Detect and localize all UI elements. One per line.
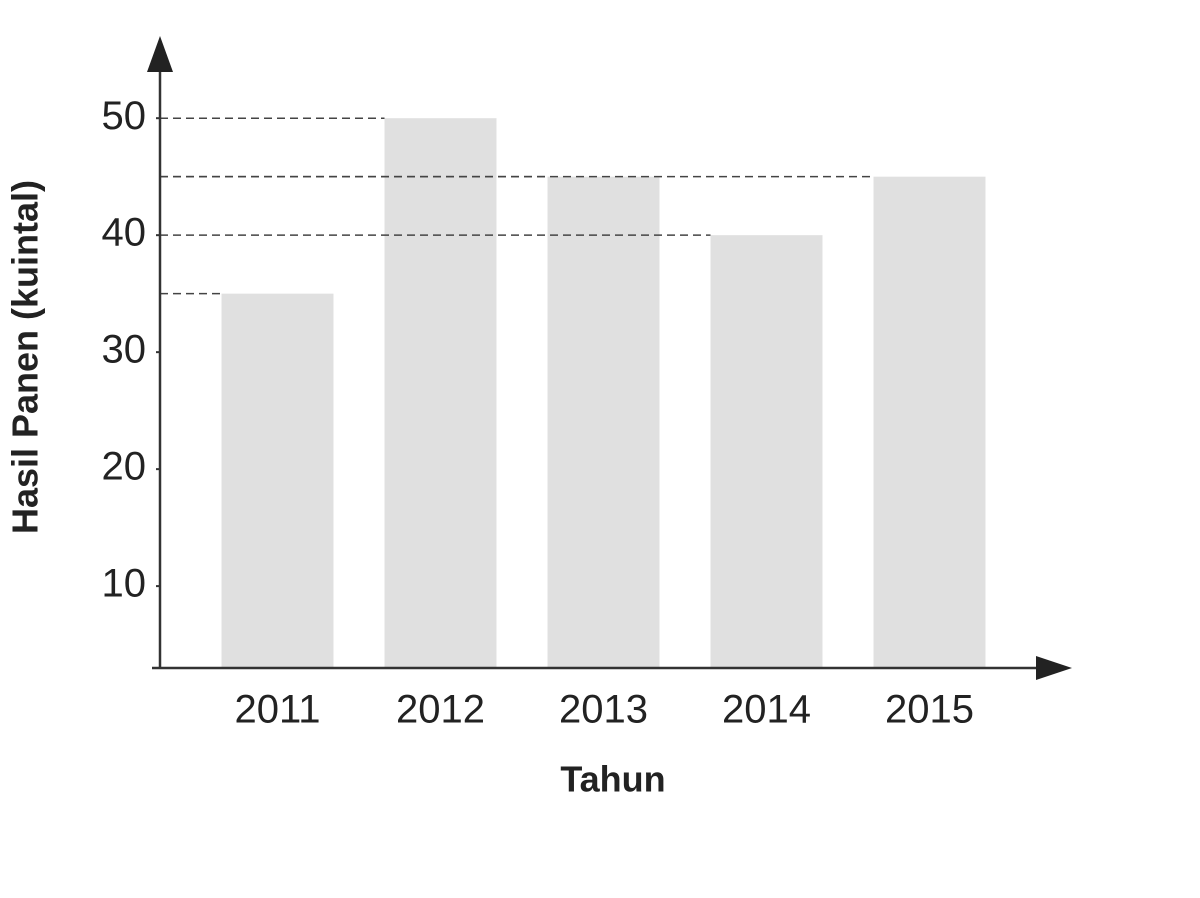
y-tick-label: 40 — [102, 211, 147, 255]
x-tick-label: 2011 — [234, 688, 320, 732]
x-axis-title: Tahun — [560, 759, 665, 800]
x-tick-label: 2015 — [885, 688, 974, 732]
bar — [710, 235, 823, 669]
y-tick-label: 50 — [102, 94, 147, 138]
y-tick-label: 20 — [102, 445, 147, 489]
y-tick-label: 10 — [102, 562, 147, 606]
bar — [221, 293, 334, 668]
x-tick-label: 2014 — [722, 688, 811, 732]
x-tick-label: 2013 — [559, 688, 648, 732]
x-tick-label: 2012 — [396, 688, 485, 732]
y-axis-title: Hasil Panen (kuintal) — [5, 180, 46, 534]
bar — [873, 176, 986, 668]
x-axis-arrow — [1036, 656, 1072, 680]
bar — [547, 176, 660, 668]
y-tick-label: 30 — [102, 328, 147, 372]
bar — [384, 118, 497, 669]
y-axis-arrow — [147, 36, 173, 72]
